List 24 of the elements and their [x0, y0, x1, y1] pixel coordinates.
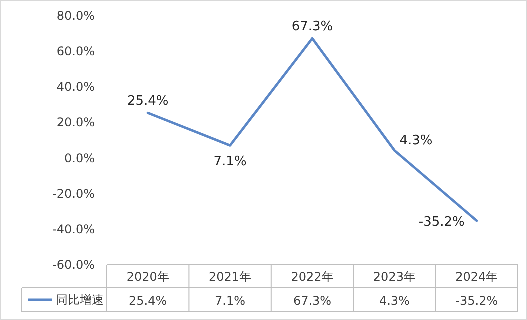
- x-tick-label: 2021年: [209, 270, 252, 284]
- x-tick-label: 2024年: [456, 270, 498, 284]
- y-tick-label: 0.0%: [64, 151, 95, 166]
- y-tick-label: -40.0%: [52, 222, 95, 236]
- text: 4.3%: [379, 294, 410, 308]
- legend-label: 同比增速: [56, 293, 104, 307]
- y-tick-label: -60.0%: [52, 258, 95, 272]
- y-tick-label: 60.0%: [56, 44, 95, 59]
- text: 67.3%: [292, 20, 334, 35]
- text: 7.1%: [214, 154, 247, 170]
- x-tick-label: 2022年: [291, 270, 334, 284]
- y-tick-label: 20.0%: [56, 116, 95, 130]
- y-tick-label: 40.0%: [56, 80, 95, 94]
- text: -35.2%: [418, 214, 465, 230]
- text: 7.1%: [215, 294, 246, 308]
- x-tick-label: 2020年: [126, 270, 170, 284]
- text: 67.3%: [293, 294, 332, 308]
- y-tick-label: 80.0%: [56, 9, 95, 23]
- text: 25.4%: [127, 94, 169, 110]
- text: 25.4%: [129, 294, 168, 308]
- text: -35.2%: [456, 294, 498, 308]
- x-tick-label: 2023年: [373, 270, 416, 284]
- text: 4.3%: [400, 134, 433, 149]
- y-tick-label: -20.0%: [52, 186, 95, 201]
